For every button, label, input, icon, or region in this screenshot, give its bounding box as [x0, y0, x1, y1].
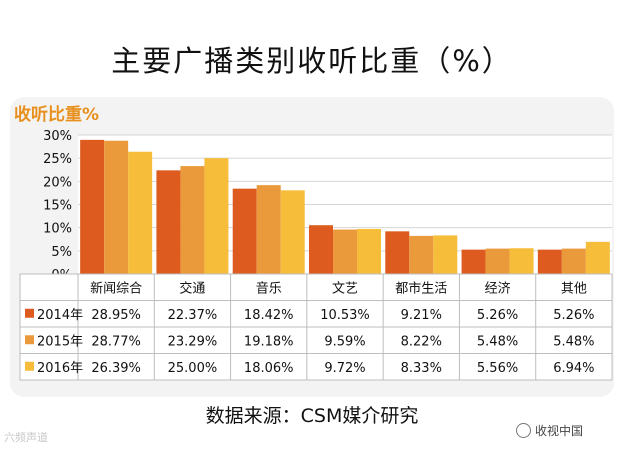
- bar: [309, 225, 333, 274]
- y-tick-label: 25%: [43, 152, 72, 167]
- data-label: 9.72%: [324, 361, 365, 376]
- data-label: 5.26%: [553, 308, 594, 323]
- legend-label: 2016年: [37, 361, 83, 376]
- y-tick-label: 10%: [43, 222, 72, 237]
- y-tick-label: 20%: [43, 175, 72, 190]
- x-tick-label: 交通: [179, 280, 205, 296]
- data-label: 5.56%: [477, 361, 518, 376]
- bar: [80, 139, 105, 274]
- legend-key: [25, 361, 34, 371]
- data-label: 9.21%: [401, 308, 442, 323]
- data-label: 9.59%: [324, 334, 365, 349]
- data-source: 数据来源：CSM媒介研究: [205, 405, 419, 427]
- legend-key: [25, 308, 34, 318]
- bar: [104, 140, 129, 274]
- data-label: 5.26%: [477, 308, 518, 323]
- data-label: 19.18%: [244, 334, 294, 349]
- data-label: 18.42%: [244, 308, 294, 323]
- legend-label: 2014年: [37, 308, 83, 323]
- data-label: 8.22%: [401, 334, 442, 349]
- data-label: 18.06%: [244, 361, 294, 376]
- legend-key: [25, 335, 34, 345]
- bar: [409, 235, 434, 274]
- bar: [204, 158, 229, 274]
- bar: [385, 231, 410, 274]
- x-tick-label: 经济: [485, 281, 511, 296]
- legend-label: 2015年: [37, 334, 83, 349]
- data-label: 8.33%: [401, 361, 442, 376]
- watermark-right: 收视中国: [516, 422, 583, 439]
- bar: [561, 248, 586, 274]
- data-label: 28.95%: [91, 308, 141, 323]
- data-label: 5.48%: [477, 334, 518, 349]
- bar: [485, 248, 510, 274]
- x-tick-label: 音乐: [256, 280, 282, 296]
- chart-title: 收听比重%: [14, 105, 100, 125]
- bar: [585, 241, 610, 274]
- watermark-right-label: 收视中国: [535, 424, 584, 438]
- bar: [537, 249, 562, 274]
- bar: [357, 228, 381, 274]
- x-tick-label: 文艺: [332, 281, 358, 296]
- data-label: 26.39%: [91, 361, 141, 376]
- data-label: 23.29%: [168, 334, 218, 349]
- data-label: 10.53%: [320, 308, 370, 323]
- x-tick-label: 都市生活: [395, 280, 447, 296]
- data-label: 25.00%: [168, 361, 218, 376]
- wechat-icon: [516, 423, 531, 438]
- bar: [461, 249, 486, 274]
- data-label: 22.37%: [168, 308, 218, 323]
- y-tick-label: 30%: [43, 129, 72, 144]
- bar: [509, 248, 534, 274]
- data-label: 5.48%: [553, 334, 594, 349]
- bar: [333, 229, 357, 274]
- bar: [156, 170, 181, 274]
- bar: [180, 166, 205, 274]
- bar: [256, 185, 281, 274]
- bar: [232, 188, 257, 274]
- bar: [128, 151, 153, 274]
- x-tick-label: 新闻综合: [90, 280, 142, 296]
- y-tick-label: 15%: [43, 199, 72, 214]
- bar: [280, 190, 305, 274]
- data-label: 28.77%: [91, 334, 141, 349]
- watermark-left: 六频声道: [4, 431, 48, 444]
- bar: [433, 235, 458, 274]
- y-tick-label: 5%: [51, 245, 72, 260]
- x-tick-label: 其他: [561, 281, 587, 296]
- page-title: 主要广播类别收听比重（%）: [111, 44, 513, 78]
- data-label: 6.94%: [553, 361, 594, 376]
